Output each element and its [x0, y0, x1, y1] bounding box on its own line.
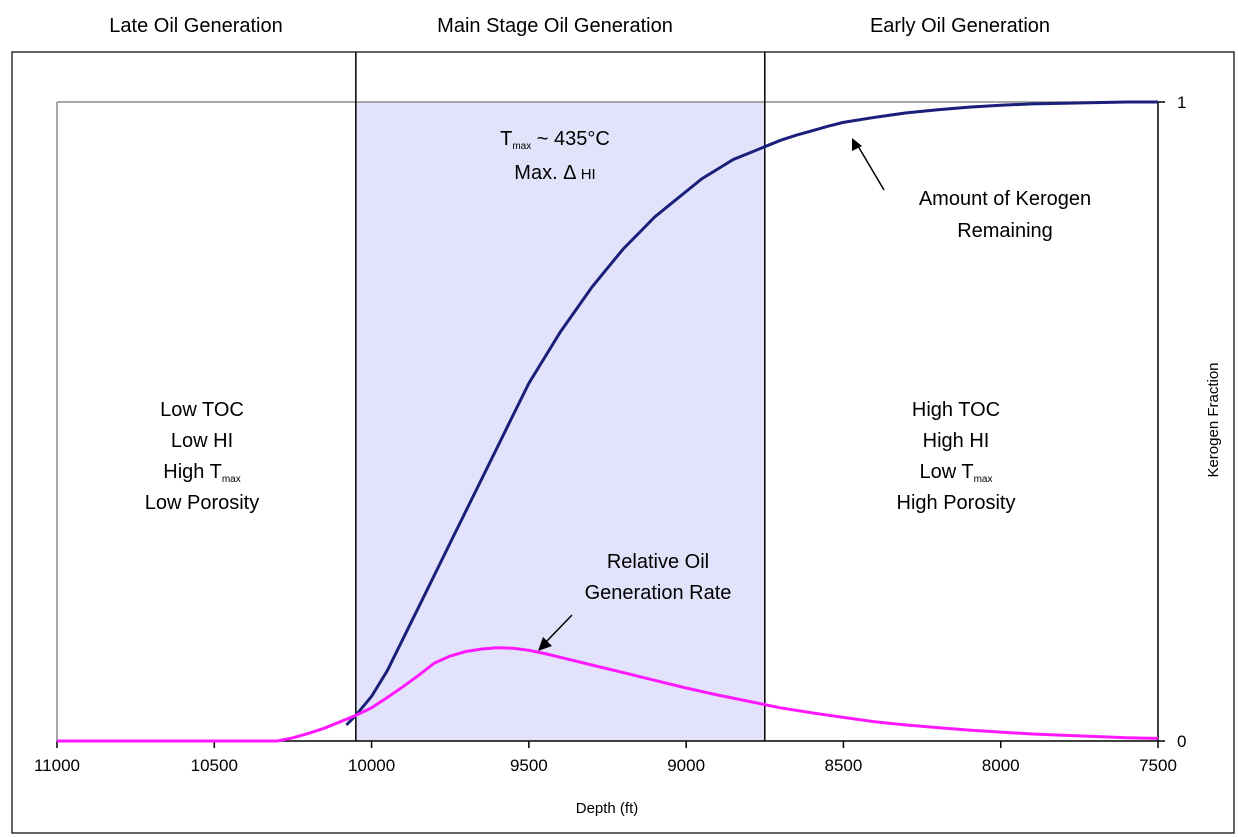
- x-tick-label: 7500: [1139, 756, 1177, 775]
- early-annotation-line-4: High Porosity: [897, 492, 1016, 514]
- late-annotation-line-3: High Tmax: [163, 461, 240, 485]
- kerogen-remaining-line: [345, 100, 1158, 727]
- main-annotation-line-2: Max. Δ HI: [514, 162, 595, 184]
- kerogen-label-line-2: Remaining: [957, 220, 1053, 242]
- main-annotation-line-1: Tmax ~ 435°C: [500, 128, 610, 152]
- oil-label-line-2: Generation Rate: [585, 582, 732, 604]
- zone-title-early: Early Oil Generation: [870, 15, 1050, 37]
- main-stage-shading: [355, 102, 765, 741]
- oil-arrow: [538, 614, 573, 651]
- y-axis-label: Kerogen Fraction: [1205, 362, 1222, 477]
- late-high-t: High T: [163, 461, 222, 483]
- oil-label-line-1: Relative Oil: [607, 551, 709, 573]
- zone-title-late: Late Oil Generation: [109, 15, 282, 37]
- x-tick-label: 10000: [348, 756, 395, 775]
- early-low-t: Low T: [919, 461, 973, 483]
- zone-title-main: Main Stage Oil Generation: [437, 15, 673, 37]
- x-tick-label: 10500: [191, 756, 238, 775]
- x-axis-label: Depth (ft): [576, 800, 639, 817]
- early-max-sub: max: [974, 474, 993, 485]
- main-t: T: [500, 128, 512, 150]
- early-annotation-line-1: High TOC: [912, 399, 1000, 421]
- early-annotation-line-3: Low Tmax: [919, 461, 992, 485]
- x-tick-label: 9500: [510, 756, 548, 775]
- x-tick-label: 8500: [825, 756, 863, 775]
- chart-outer-border: [11, 51, 1235, 834]
- x-tick-label: 11000: [34, 756, 80, 775]
- kerogen-label-line-1: Amount of Kerogen: [919, 188, 1091, 210]
- main-temp: ~ 435°C: [531, 128, 610, 150]
- oil-generation-rate-line: [57, 646, 1159, 743]
- x-axis-ticks: 11000 10500 10000 9500 9000 8500 8000 7500: [34, 741, 1177, 775]
- early-annotation-line-2: High HI: [923, 430, 990, 452]
- main-hi: HI: [577, 166, 596, 183]
- late-annotation-line-1: Low TOC: [160, 399, 244, 421]
- y-tick-label: 0: [1177, 732, 1186, 751]
- main-max-sub: max: [512, 141, 531, 152]
- y-axis-ticks: 01: [1158, 93, 1186, 751]
- late-annotation-line-4: Low Porosity: [145, 492, 260, 514]
- y-tick-label: 1: [1177, 93, 1186, 112]
- main-max-delta: Max. Δ: [514, 162, 576, 184]
- x-tick-label: 8000: [982, 756, 1020, 775]
- kerogen-arrow: [852, 138, 885, 191]
- x-tick-label: 9000: [667, 756, 705, 775]
- late-annotation-line-2: Low HI: [171, 430, 233, 452]
- late-max-sub: max: [222, 474, 241, 485]
